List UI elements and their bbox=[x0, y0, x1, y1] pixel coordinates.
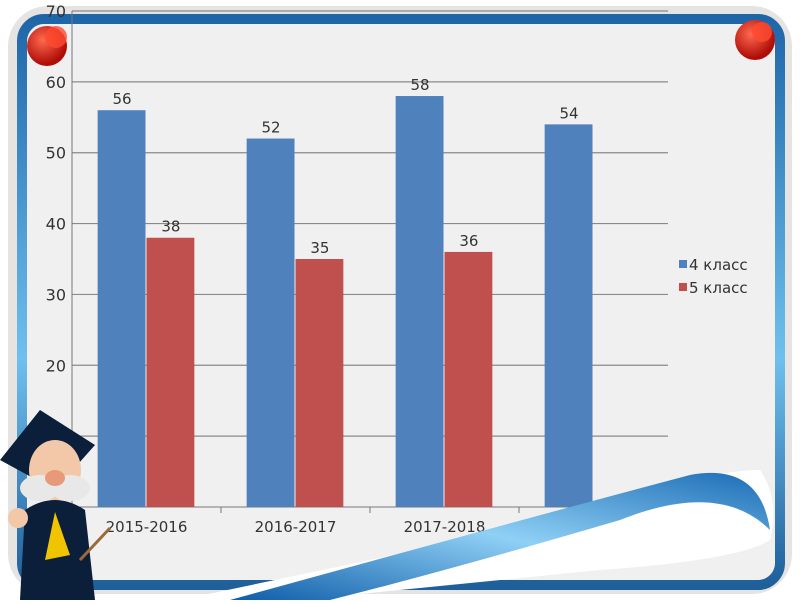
bar bbox=[146, 237, 195, 507]
bar bbox=[444, 251, 493, 507]
y-tick-label: 40 bbox=[46, 215, 66, 234]
bar bbox=[544, 124, 593, 507]
y-tick-label: 20 bbox=[46, 356, 66, 375]
data-label: 35 bbox=[310, 239, 329, 257]
y-tick-label: 60 bbox=[46, 73, 66, 92]
bar bbox=[395, 96, 444, 508]
x-tick-label: 2015-2016 bbox=[106, 518, 188, 536]
x-tick-label: 2016-2017 bbox=[255, 518, 337, 536]
x-tick-label: 2017-2018 bbox=[404, 518, 486, 536]
y-tick-label: 30 bbox=[46, 285, 66, 304]
bar bbox=[295, 259, 344, 507]
data-label: 56 bbox=[113, 90, 132, 108]
legend-label: 4 класс bbox=[689, 256, 748, 274]
data-label: 38 bbox=[161, 218, 180, 236]
professor-cartoon bbox=[0, 410, 112, 600]
legend-label: 5 класс bbox=[689, 279, 748, 297]
data-label: 54 bbox=[560, 104, 579, 122]
bar bbox=[246, 138, 295, 508]
page-curl bbox=[180, 470, 774, 600]
legend-swatch bbox=[679, 260, 687, 268]
data-label: 58 bbox=[411, 76, 430, 94]
pin-icon bbox=[735, 20, 775, 60]
data-label: 52 bbox=[262, 119, 281, 137]
bar bbox=[97, 110, 146, 507]
y-tick-label: 70 bbox=[46, 2, 66, 21]
y-tick-label: 50 bbox=[46, 144, 66, 163]
pin-icon bbox=[27, 26, 67, 66]
data-label: 36 bbox=[459, 232, 478, 250]
legend-swatch bbox=[679, 283, 687, 291]
